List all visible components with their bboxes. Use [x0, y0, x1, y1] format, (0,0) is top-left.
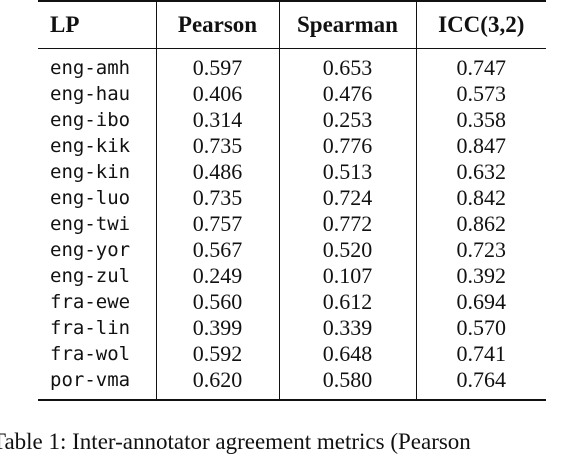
table-row: eng-kik 0.735 0.776 0.847: [38, 133, 546, 159]
cell-lp: eng-amh: [50, 57, 131, 79]
cell-icc: 0.570: [415, 315, 546, 341]
cell-spearman: 0.653: [278, 48, 416, 81]
cell-pearson: 0.735: [155, 185, 279, 211]
cell-spearman: 0.476: [278, 81, 416, 107]
cell-lp: eng-twi: [50, 213, 131, 235]
table-row: eng-kin 0.486 0.513 0.632: [38, 159, 546, 185]
cell-spearman: 0.776: [278, 133, 416, 159]
table-row: eng-ibo 0.314 0.253 0.358: [38, 107, 546, 133]
cell-pearson: 0.406: [155, 81, 279, 107]
cell-lp: fra-lin: [50, 317, 131, 339]
cell-pearson: 0.757: [155, 211, 279, 237]
cell-spearman: 0.513: [278, 159, 416, 185]
cell-lp: eng-zul: [50, 265, 131, 287]
cell-icc: 0.694: [415, 289, 546, 315]
header-spearman: Spearman: [278, 1, 416, 49]
cell-spearman: 0.648: [278, 341, 416, 367]
table-row: fra-ewe 0.560 0.612 0.694: [38, 289, 546, 315]
cell-icc: 0.842: [415, 185, 546, 211]
cell-lp: eng-yor: [50, 239, 131, 261]
cell-lp: eng-luo: [50, 187, 131, 209]
table-row: eng-zul 0.249 0.107 0.392: [38, 263, 546, 289]
header-pearson: Pearson: [155, 1, 279, 49]
cell-lp: fra-wol: [50, 343, 131, 365]
cell-icc: 0.573: [415, 81, 546, 107]
cell-pearson: 0.592: [155, 341, 279, 367]
cell-icc: 0.723: [415, 237, 546, 263]
cell-pearson: 0.486: [155, 159, 279, 185]
cell-lp: eng-ibo: [50, 109, 131, 131]
cell-lp: eng-hau: [50, 83, 131, 105]
table-header: LP Pearson Spearman ICC(3,2): [38, 1, 546, 49]
cell-pearson: 0.560: [155, 289, 279, 315]
cell-spearman: 0.612: [278, 289, 416, 315]
cell-lp: eng-kin: [50, 161, 131, 183]
cell-spearman: 0.339: [278, 315, 416, 341]
cell-pearson: 0.597: [155, 48, 279, 81]
cell-lp: por-vma: [50, 369, 131, 391]
cell-pearson: 0.314: [155, 107, 279, 133]
cell-icc: 0.764: [415, 367, 546, 400]
cell-spearman: 0.724: [278, 185, 416, 211]
cell-icc: 0.392: [415, 263, 546, 289]
cell-icc: 0.747: [415, 48, 546, 81]
cell-spearman: 0.580: [278, 367, 416, 400]
cell-icc: 0.862: [415, 211, 546, 237]
cell-spearman: 0.107: [278, 263, 416, 289]
table-row: por-vma 0.620 0.580 0.764: [38, 367, 546, 400]
table-row: fra-wol 0.592 0.648 0.741: [38, 341, 546, 367]
table-body: eng-amh 0.597 0.653 0.747 eng-hau 0.406 0.476 0…: [38, 48, 546, 400]
cell-pearson: 0.620: [155, 367, 279, 400]
table-row: fra-lin 0.399 0.339 0.570: [38, 315, 546, 341]
cell-lp: eng-kik: [50, 135, 131, 157]
header-icc: ICC(3,2): [415, 1, 546, 49]
cell-lp: fra-ewe: [50, 291, 131, 313]
table-row: eng-twi 0.757 0.772 0.862: [38, 211, 546, 237]
table-row: eng-hau 0.406 0.476 0.573: [38, 81, 546, 107]
cell-spearman: 0.520: [278, 237, 416, 263]
cell-pearson: 0.567: [155, 237, 279, 263]
cell-icc: 0.847: [415, 133, 546, 159]
cell-icc: 0.741: [415, 341, 546, 367]
table-caption: Table 1: Inter-annotator agreement metri…: [0, 429, 471, 454]
cell-spearman: 0.772: [278, 211, 416, 237]
cell-pearson: 0.399: [155, 315, 279, 341]
cell-pearson: 0.249: [155, 263, 279, 289]
table-row: eng-luo 0.735 0.724 0.842: [38, 185, 546, 211]
cell-spearman: 0.253: [278, 107, 416, 133]
agreement-table: LP Pearson Spearman ICC(3,2) eng-amh 0.59…: [38, 0, 546, 401]
table-row: eng-amh 0.597 0.653 0.747: [38, 48, 546, 81]
header-lp: LP: [50, 12, 80, 37]
cell-icc: 0.632: [415, 159, 546, 185]
cell-pearson: 0.735: [155, 133, 279, 159]
header-row: LP Pearson Spearman ICC(3,2): [38, 1, 546, 49]
agreement-table-wrapper: LP Pearson Spearman ICC(3,2) eng-amh 0.59…: [38, 0, 546, 401]
cell-icc: 0.358: [415, 107, 546, 133]
table-row: eng-yor 0.567 0.520 0.723: [38, 237, 546, 263]
